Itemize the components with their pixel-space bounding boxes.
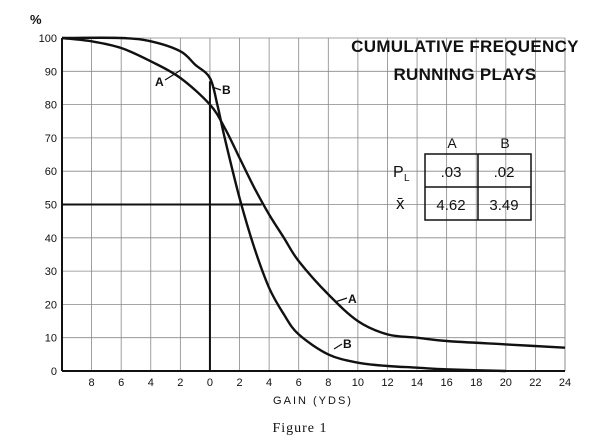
y-tick-label: 100 xyxy=(39,33,57,45)
x-tick-label: 8 xyxy=(325,377,331,389)
y-tick-label: 10 xyxy=(45,333,57,345)
y-tick-label: 70 xyxy=(45,133,57,145)
label-a-leader-upper xyxy=(164,69,182,81)
x-tick-label: 2 xyxy=(177,377,183,389)
x-tick-label: 6 xyxy=(118,377,124,389)
y-tick-label: 0 xyxy=(51,366,57,378)
x-tick-label: 8 xyxy=(89,377,95,389)
x-tick-label: 6 xyxy=(296,377,302,389)
x-tick-label: 14 xyxy=(411,377,423,389)
y-tick-label: 60 xyxy=(45,166,57,178)
series-line-b xyxy=(61,36,506,373)
label-a-leader-lower xyxy=(334,297,348,303)
row2-value-b: 3.49 xyxy=(489,197,518,214)
y-tick-label: 90 xyxy=(45,66,57,78)
x-tick-label: 12 xyxy=(381,377,393,389)
label-b-upper: B xyxy=(222,83,231,97)
row1-label: P xyxy=(393,164,404,181)
row1-label-sub: L xyxy=(404,173,410,184)
row1-value-a: .03 xyxy=(441,164,462,181)
chart-title-line2: RUNNING PLAYS xyxy=(393,65,536,84)
table-header-b: B xyxy=(500,135,509,151)
x-tick-label: 22 xyxy=(529,377,541,389)
y-tick-label: 30 xyxy=(45,266,57,278)
x-tick-label: 16 xyxy=(441,377,453,389)
x-tick-labels: 8 6 4 2 0 2 4 6 8 10 12 14 16 18 20 22 24 xyxy=(89,377,572,389)
x-tick-label: 4 xyxy=(148,377,154,389)
x-tick-label: 4 xyxy=(266,377,272,389)
label-b-lower: B xyxy=(343,337,352,351)
y-tick-labels: 0 10 20 30 40 50 60 70 80 90 100 xyxy=(39,33,57,378)
x-tick-label: 2 xyxy=(236,377,242,389)
label-b-leader-upper xyxy=(211,86,222,91)
label-a-lower: A xyxy=(348,292,357,306)
row2-value-a: 4.62 xyxy=(436,197,465,214)
series-curves xyxy=(61,36,566,373)
y-tick-label: 80 xyxy=(45,100,57,112)
x-tick-label: 24 xyxy=(559,377,571,389)
table-header-a: A xyxy=(447,135,457,151)
y-tick-label: 20 xyxy=(45,299,57,311)
y-axis-label: % xyxy=(30,12,42,27)
label-b-leader-lower xyxy=(333,343,343,350)
chart-title-line1: CUMULATIVE FREQUENCY xyxy=(351,37,579,56)
x-axis-label: GAIN (YDS) xyxy=(273,395,353,407)
series-line-a xyxy=(61,36,566,349)
y-tick-label: 50 xyxy=(45,200,57,212)
row2-label: x̄ xyxy=(396,194,405,213)
x-tick-label: 10 xyxy=(352,377,364,389)
x-tick-label: 20 xyxy=(500,377,512,389)
axes xyxy=(61,38,565,372)
row1-value-b: .02 xyxy=(494,164,515,181)
x-tick-label: 18 xyxy=(470,377,482,389)
figure-caption: Figure 1 xyxy=(272,421,327,436)
label-a-upper: A xyxy=(155,75,164,89)
curve-labels: A B A B xyxy=(155,69,357,351)
y-tick-label: 40 xyxy=(45,233,57,245)
stats-table: A B P L x̄ .03 .02 4.62 3.49 xyxy=(393,135,532,221)
x-tick-label: 0 xyxy=(207,377,213,389)
